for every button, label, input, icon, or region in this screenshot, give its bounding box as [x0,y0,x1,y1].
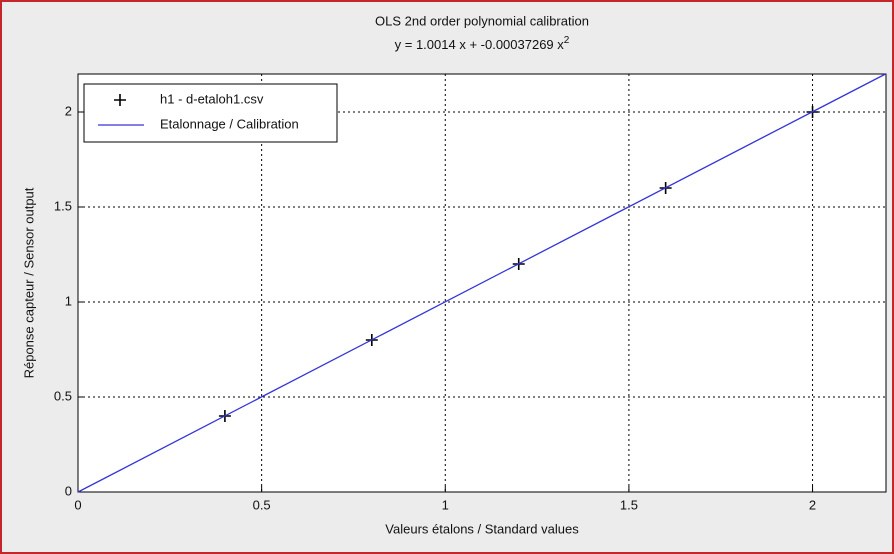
x-axis-label: Valeurs étalons / Standard values [385,521,579,536]
legend-swatch [114,94,126,106]
equation-superscript: 2 [564,35,570,46]
x-tick-label: 1 [442,497,449,512]
x-tick-label: 2 [809,497,816,512]
legend-label: Etalonnage / Calibration [160,116,299,131]
y-tick-label: 1 [65,293,72,308]
y-axis-label: Réponse capteur / Sensor output [21,187,36,378]
x-tick-label: 1.5 [620,497,638,512]
fit-line [77,73,887,493]
legend-box [83,83,338,143]
y-tick-label: 2 [65,103,72,118]
x-tick-label: 0 [74,497,81,512]
legend-label: h1 - d-etaloh1.csv [160,91,264,106]
x-tick-label: 0.5 [253,497,271,512]
equation: y = 1.0014 x + -0.00037269 x2 [395,35,570,53]
chart-title: OLS 2nd order polynomial calibration [375,13,589,28]
y-tick-label: 1.5 [54,198,72,213]
equation-text: y = 1.0014 x + -0.00037269 x [395,37,565,52]
y-tick-label: 0 [65,483,72,498]
axes-frame [77,73,887,493]
y-tick-label: 0.5 [54,388,72,403]
